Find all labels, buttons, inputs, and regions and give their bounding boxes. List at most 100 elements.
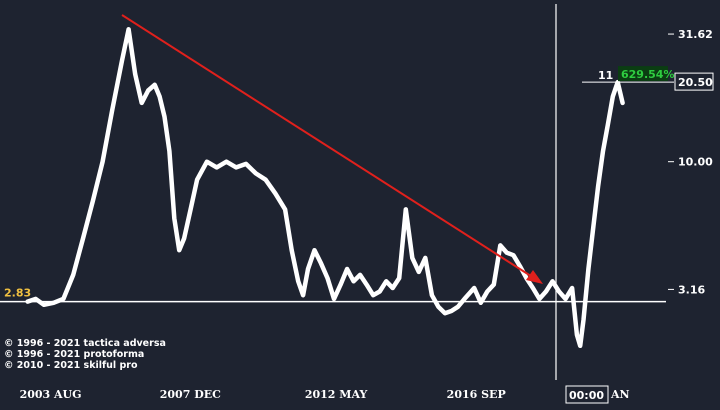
cursor-trailing-label: AN (610, 388, 630, 401)
last-value-box (674, 72, 714, 91)
data-point-77 (575, 333, 579, 337)
data-point-48 (384, 279, 388, 283)
y-tick-label-1: 10.00 (678, 156, 713, 169)
data-point-8 (101, 160, 104, 164)
copyright-line-2: © 2010 - 2021 skilful pro (4, 360, 138, 371)
data-point-49 (391, 286, 395, 290)
data-point-35 (301, 293, 305, 297)
data-point-12 (133, 72, 137, 76)
data-point-44 (358, 273, 362, 277)
y-tick-label-2: 3.16 (678, 283, 705, 296)
baseline-label: 2.83 (4, 287, 31, 300)
data-point-34 (296, 279, 300, 283)
x-tick-label-2: 2012 MAY (305, 388, 368, 401)
data-point-83 (601, 149, 605, 153)
data-point-79 (582, 318, 585, 322)
data-point-87 (621, 101, 624, 105)
change-box (618, 66, 668, 82)
data-point-27 (234, 165, 238, 169)
data-point-84 (606, 122, 610, 126)
cursor-time-box (565, 385, 609, 404)
data-point-10 (120, 58, 124, 62)
data-point-21 (182, 237, 186, 240)
data-point-52 (410, 256, 414, 260)
data-point-37 (313, 248, 316, 252)
data-point-62 (479, 301, 483, 305)
data-point-32 (283, 208, 287, 211)
data-point-39 (326, 276, 329, 280)
data-point-76 (570, 286, 574, 290)
data-point-73 (551, 279, 554, 283)
data-point-3 (52, 301, 56, 305)
data-point-41 (339, 283, 342, 286)
data-point-80 (586, 267, 590, 271)
data-point-2 (42, 303, 46, 307)
data-point-43 (352, 279, 356, 283)
data-point-51 (404, 208, 408, 211)
data-point-31 (273, 192, 277, 195)
x-tick-label-0: 2003 AUG (20, 388, 82, 401)
data-point-22 (189, 208, 192, 211)
data-point-9 (110, 108, 114, 111)
y-tick-label-0: 31.62 (678, 28, 713, 41)
data-point-26 (225, 160, 228, 164)
data-point-53 (417, 270, 421, 274)
data-point-15 (153, 83, 157, 87)
last-value-label: 20.50 (678, 76, 713, 89)
copyright-line-0: © 1996 - 2021 tactica adversa (4, 338, 166, 349)
x-tick-label-3: 2016 SEP (447, 388, 506, 401)
data-point-40 (332, 297, 336, 301)
data-point-61 (472, 286, 476, 290)
data-point-78 (578, 344, 582, 348)
data-point-81 (591, 226, 595, 230)
x-tick-label-1: 2007 DEC (160, 388, 221, 401)
data-point-11 (127, 27, 131, 31)
data-point-38 (319, 261, 323, 265)
data-point-70 (531, 286, 535, 290)
last-counter: 11 (598, 69, 613, 82)
data-point-36 (306, 267, 310, 271)
data-point-64 (492, 283, 496, 286)
data-point-17 (163, 115, 166, 119)
data-point-46 (371, 293, 375, 297)
data-point-68 (518, 264, 522, 268)
data-point-5 (71, 273, 75, 277)
data-point-6 (81, 237, 85, 240)
data-point-23 (195, 178, 199, 182)
change-percent: 629.54% (621, 68, 674, 81)
data-point-72 (544, 290, 548, 293)
data-point-63 (485, 290, 489, 293)
data-point-14 (146, 89, 150, 92)
data-point-4 (62, 297, 65, 301)
data-point-75 (564, 297, 567, 301)
data-point-13 (140, 101, 144, 105)
price-series-line (25, 27, 625, 349)
data-point-56 (436, 305, 440, 309)
data-point-24 (205, 160, 209, 164)
data-point-67 (511, 253, 515, 257)
data-point-57 (443, 311, 447, 315)
data-point-45 (365, 283, 369, 286)
data-point-20 (177, 248, 181, 252)
data-point-30 (264, 178, 267, 182)
data-point-33 (290, 248, 294, 252)
data-point-60 (463, 297, 466, 301)
data-point-59 (456, 305, 460, 309)
data-point-0 (26, 300, 29, 304)
data-point-82 (596, 185, 600, 188)
trend-arrow-line (121, 14, 535, 279)
data-point-25 (215, 165, 219, 169)
data-point-50 (397, 276, 401, 280)
data-point-65 (498, 243, 502, 247)
trend-arrow-head (526, 270, 543, 284)
data-point-18 (167, 149, 171, 153)
data-point-54 (423, 256, 427, 260)
data-point-85 (611, 95, 615, 98)
data-point-47 (378, 290, 382, 293)
data-point-74 (557, 290, 561, 293)
data-point-42 (345, 267, 349, 271)
data-point-55 (430, 293, 434, 297)
data-point-7 (91, 199, 95, 203)
